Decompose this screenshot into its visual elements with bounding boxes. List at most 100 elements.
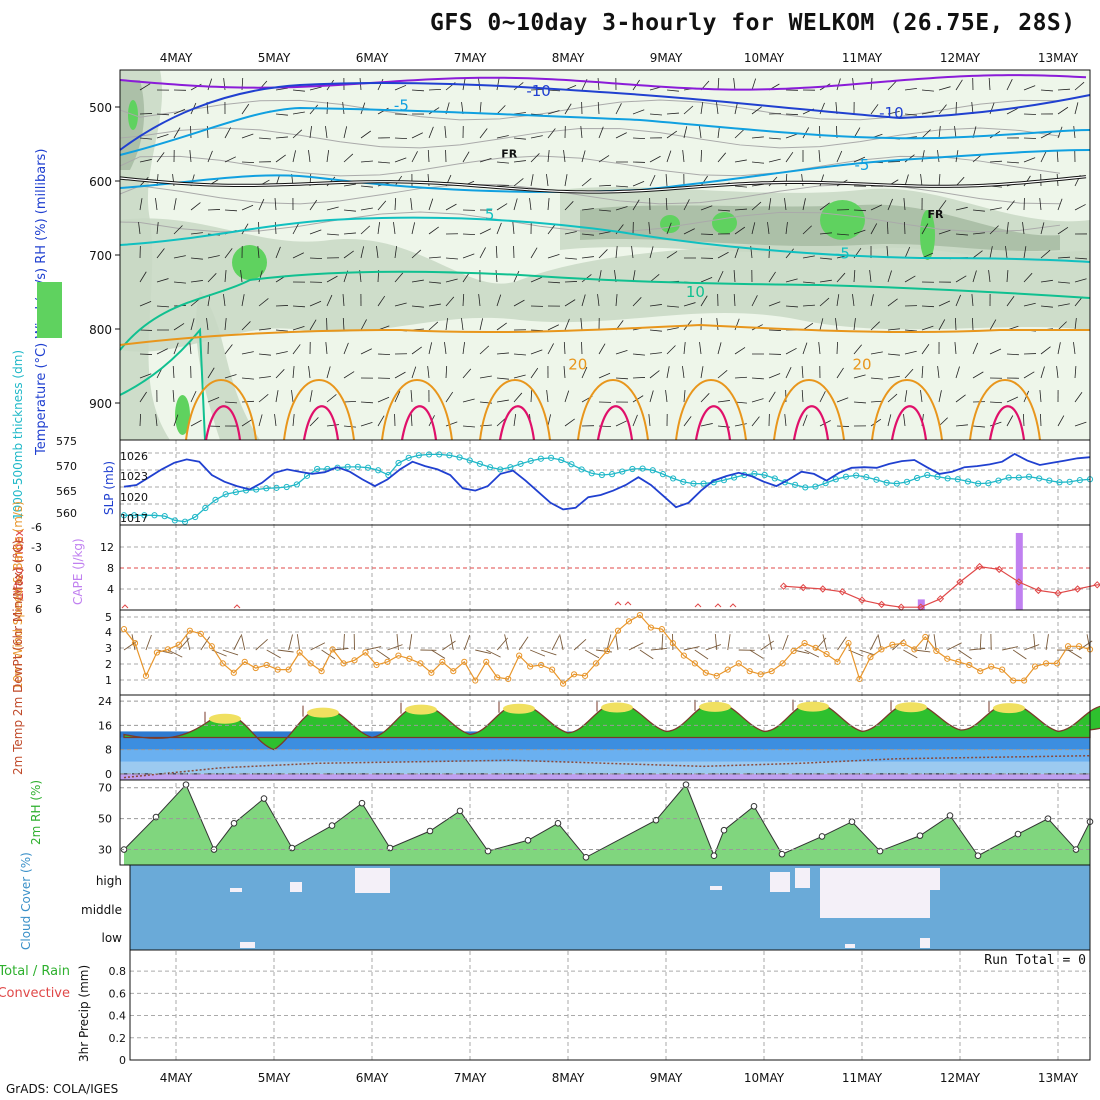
- wind-barb-10m: [859, 649, 875, 656]
- rh-point: [916, 832, 924, 839]
- wind-speed-line-point: [274, 666, 281, 673]
- wind-barb: [139, 413, 141, 427]
- y-tick-label: 16: [98, 719, 112, 732]
- wind-barb: [904, 154, 915, 163]
- wind-barb: [513, 137, 526, 140]
- wind-speed-line-point: [922, 633, 929, 641]
- wind-speed-line-point: [581, 672, 589, 679]
- rh-saturated-patch: [820, 200, 865, 240]
- wind-barb: [801, 366, 804, 379]
- thickness-line-point: [608, 471, 616, 478]
- wind-barb: [955, 176, 965, 187]
- wind-speed-line-point: [702, 669, 709, 676]
- wind-barb: [819, 232, 832, 235]
- thickness-line-point: [364, 464, 372, 471]
- rh-point: [778, 850, 786, 858]
- lifted-index-point: [779, 582, 788, 590]
- wind-barb: [972, 209, 985, 212]
- wind-barb: [428, 281, 441, 284]
- y-tick-label: 50: [98, 813, 112, 826]
- thickness-line-point: [873, 476, 880, 483]
- thickness-line-point: [354, 463, 361, 470]
- lifted-index-point: [121, 604, 129, 609]
- wind-barb: [156, 222, 159, 235]
- wind-speed-line-point: [494, 674, 501, 681]
- wind-speed-line-point: [241, 658, 248, 665]
- wind-barb: [700, 102, 704, 115]
- contour-label: 20: [568, 356, 587, 374]
- thickness-line-point: [568, 461, 575, 468]
- wind-barb: [1040, 413, 1042, 427]
- thickness-line-point: [700, 480, 707, 487]
- cloud-gap: [710, 886, 722, 890]
- thickness-line-point: [578, 466, 585, 473]
- wind-barb: [258, 198, 265, 211]
- wind-barb: [649, 390, 654, 403]
- wind-barb: [530, 389, 533, 403]
- wind-speed-line-point: [1032, 663, 1039, 670]
- wind-barb: [241, 351, 254, 355]
- wind-speed-line-point: [120, 626, 128, 633]
- contour-label: -10: [526, 82, 551, 100]
- wind-barb: [887, 353, 900, 356]
- thickness-line-point: [232, 489, 239, 496]
- wind-barb: [1040, 346, 1051, 355]
- lifted-index-point: [917, 603, 925, 611]
- thickness-ylabel-group: 1000-500mb thickness (dm): [11, 350, 25, 520]
- wind-barb: [768, 329, 782, 331]
- y-tick-label: 0.8: [109, 965, 127, 978]
- wind-barb: [1074, 102, 1079, 115]
- wind-barb: [972, 250, 983, 259]
- wind-barb: [292, 111, 305, 115]
- wind-barb: [326, 150, 330, 163]
- cloud-gap: [240, 942, 255, 948]
- wind-barb: [1074, 392, 1083, 403]
- rh-saturated-patch: [712, 212, 737, 234]
- y-tick-label: 4: [107, 583, 114, 596]
- wind-barb: [836, 341, 838, 355]
- wind-barb: [513, 160, 526, 163]
- footer-credit: GrADS: COLA/IGES: [6, 1082, 119, 1096]
- wind-barb: [666, 366, 670, 379]
- wind-barb: [258, 353, 271, 356]
- wind-barb: [717, 400, 730, 403]
- wind-barb: [411, 222, 416, 235]
- wind-barb-10m: [584, 649, 600, 659]
- wind-speed-line-point: [647, 624, 655, 631]
- wind-barb: [564, 257, 577, 260]
- wind-barb-10m: [782, 634, 789, 651]
- wind-barb: [547, 343, 554, 355]
- wind-barb: [258, 137, 271, 140]
- wind-barb: [632, 395, 644, 403]
- wind-barb: [700, 366, 704, 379]
- rh-contour: [119, 127, 1061, 149]
- wind-barb: [513, 414, 517, 427]
- wind-barb: [955, 366, 960, 379]
- wind-barb: [955, 275, 967, 283]
- wind-barb-10m: [573, 639, 587, 651]
- wind-barb: [1074, 257, 1087, 260]
- wind-barb: [802, 304, 815, 307]
- y-tick-label: 3: [35, 583, 42, 596]
- temp-contour-25-loop: [988, 405, 1026, 441]
- thickness-line-point: [273, 484, 280, 491]
- wind-barb: [819, 297, 830, 307]
- rh-point: [1014, 830, 1022, 838]
- wind-barb: [241, 419, 253, 427]
- wind-barb: [988, 78, 991, 91]
- wind-barb: [394, 197, 397, 211]
- thickness-line-point: [863, 474, 870, 481]
- wind-barb: [615, 420, 627, 427]
- wind-barb: [921, 150, 925, 163]
- wind-barb: [173, 198, 177, 211]
- wind-barb: [547, 89, 560, 92]
- temp-band: [120, 773, 1090, 780]
- wind-speed-line-point: [362, 649, 369, 656]
- wind-barb: [173, 225, 183, 235]
- wind-barb: [394, 137, 408, 140]
- wind-barb: [224, 374, 237, 379]
- wind-barb: [615, 349, 628, 355]
- wind-speed-line-point: [384, 658, 391, 665]
- wind-barb: [1040, 151, 1047, 163]
- y-tick-label: 0.2: [109, 1032, 127, 1045]
